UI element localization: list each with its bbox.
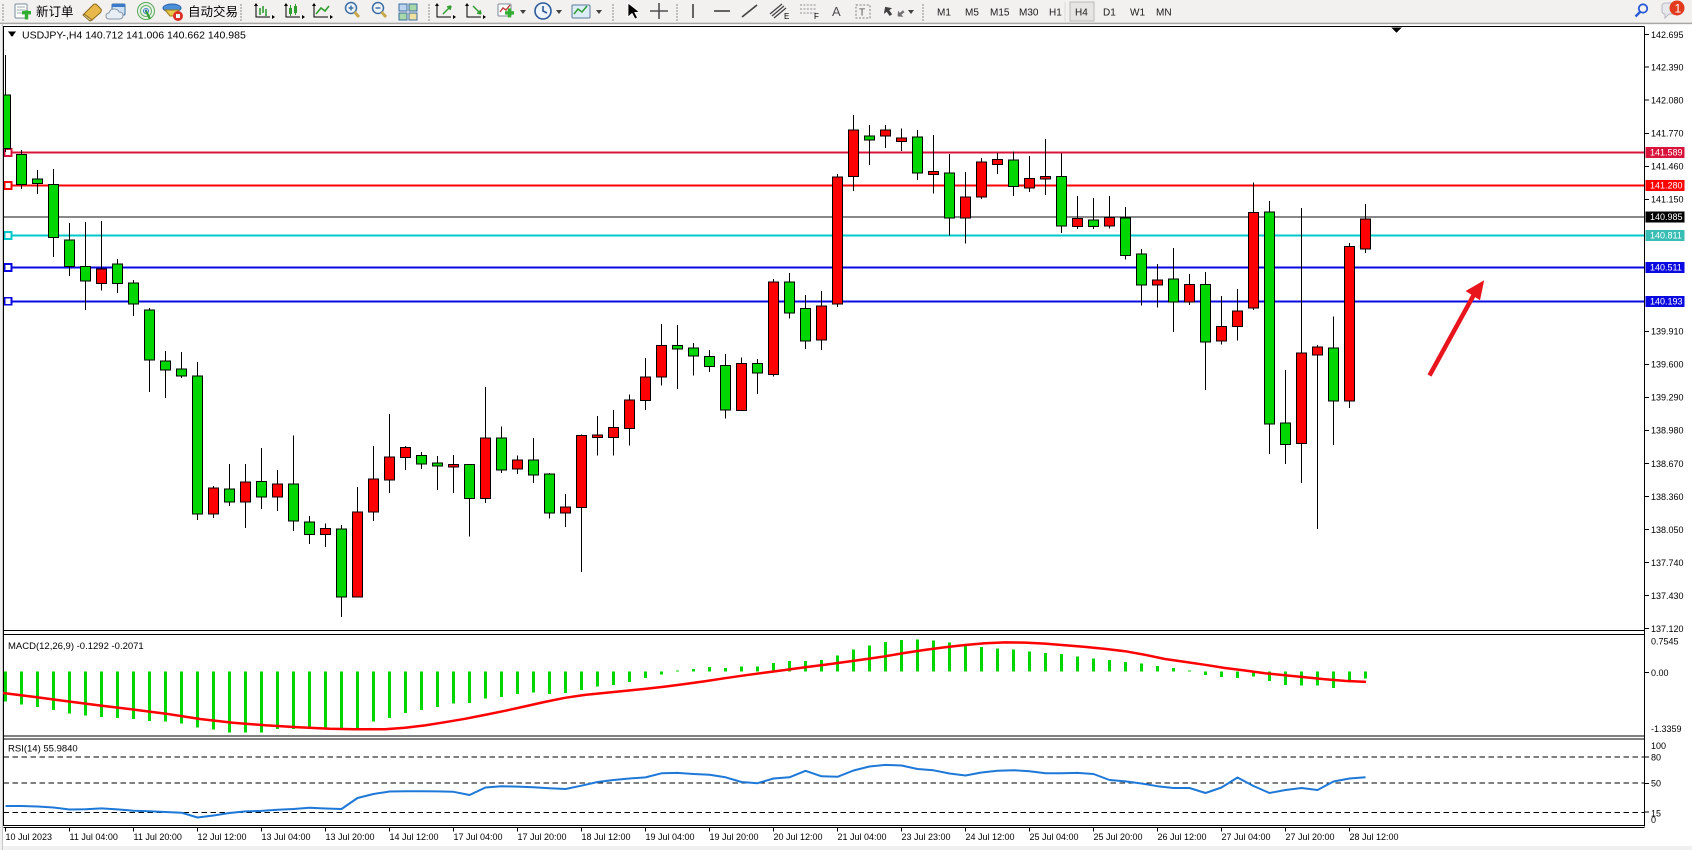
svg-text:17 Jul 04:00: 17 Jul 04:00: [454, 832, 503, 842]
svg-text:25 Jul 04:00: 25 Jul 04:00: [1030, 832, 1079, 842]
svg-text:140.985: 140.985: [1650, 212, 1683, 222]
svg-text:T: T: [859, 8, 865, 19]
svg-text:RSI(14) 55.9840: RSI(14) 55.9840: [8, 744, 78, 755]
svg-text:0.00: 0.00: [1651, 668, 1669, 678]
svg-text:10 Jul 2023: 10 Jul 2023: [6, 832, 53, 842]
svg-text:142.080: 142.080: [1651, 95, 1684, 105]
svg-text:138.050: 138.050: [1651, 525, 1684, 535]
svg-text:137.740: 137.740: [1651, 558, 1684, 568]
svg-text:27 Jul 04:00: 27 Jul 04:00: [1222, 832, 1271, 842]
svg-text:19 Jul 20:00: 19 Jul 20:00: [710, 832, 759, 842]
svg-text:141.770: 141.770: [1651, 129, 1684, 139]
svg-text:142.390: 142.390: [1651, 62, 1684, 72]
svg-text:139.290: 139.290: [1651, 393, 1684, 403]
svg-text:50: 50: [1651, 779, 1661, 789]
svg-text:25 Jul 20:00: 25 Jul 20:00: [1094, 832, 1143, 842]
svg-text:0: 0: [1651, 815, 1656, 825]
svg-text:M1: M1: [937, 8, 951, 19]
svg-text:M5: M5: [965, 8, 979, 19]
svg-text:26 Jul 12:00: 26 Jul 12:00: [1158, 832, 1207, 842]
svg-text:19 Jul 04:00: 19 Jul 04:00: [646, 832, 695, 842]
svg-text:140.193: 140.193: [1650, 297, 1683, 307]
svg-text:H1: H1: [1049, 8, 1062, 19]
svg-text:12 Jul 12:00: 12 Jul 12:00: [198, 832, 247, 842]
svg-text:A: A: [832, 4, 841, 19]
svg-text:自动交易: 自动交易: [188, 4, 238, 19]
svg-text:21 Jul 04:00: 21 Jul 04:00: [838, 832, 887, 842]
svg-text:140.511: 140.511: [1650, 263, 1682, 273]
svg-text:M30: M30: [1019, 8, 1039, 19]
svg-text:13 Jul 20:00: 13 Jul 20:00: [326, 832, 375, 842]
svg-text:1: 1: [1675, 2, 1682, 16]
svg-text:15: 15: [1651, 808, 1661, 818]
svg-text:MACD(12,26,9) -0.1292 -0.2071: MACD(12,26,9) -0.1292 -0.2071: [8, 641, 144, 652]
svg-text:新订单: 新订单: [36, 4, 74, 19]
svg-text:D1: D1: [1103, 8, 1116, 19]
svg-text:W1: W1: [1130, 8, 1145, 19]
svg-text:11 Jul 04:00: 11 Jul 04:00: [70, 832, 118, 842]
svg-text:14 Jul 12:00: 14 Jul 12:00: [390, 832, 439, 842]
svg-text:138.360: 138.360: [1651, 492, 1684, 502]
svg-text:142.695: 142.695: [1651, 30, 1684, 40]
svg-text:24 Jul 12:00: 24 Jul 12:00: [966, 832, 1015, 842]
svg-text:20 Jul 12:00: 20 Jul 12:00: [774, 832, 823, 842]
svg-text:-1.3359: -1.3359: [1651, 724, 1682, 734]
svg-text:0.7545: 0.7545: [1651, 636, 1679, 646]
svg-text:80: 80: [1651, 753, 1661, 763]
svg-text:E: E: [784, 12, 789, 21]
svg-text:27 Jul 20:00: 27 Jul 20:00: [1286, 832, 1335, 842]
svg-text:138.670: 138.670: [1651, 459, 1684, 469]
svg-text:MN: MN: [1156, 8, 1172, 19]
svg-text:18 Jul 12:00: 18 Jul 12:00: [582, 832, 631, 842]
svg-text:141.460: 141.460: [1651, 162, 1684, 172]
svg-text:USDJPY-,H4 140.712 141.006 14: USDJPY-,H4 140.712 141.006 140.662 140.9…: [22, 29, 246, 41]
svg-text:138.980: 138.980: [1651, 426, 1684, 436]
svg-text:17 Jul 20:00: 17 Jul 20:00: [518, 832, 567, 842]
svg-text:141.150: 141.150: [1651, 195, 1684, 205]
svg-text:137.120: 137.120: [1651, 624, 1684, 634]
svg-text:139.910: 139.910: [1651, 327, 1684, 337]
svg-text:137.430: 137.430: [1651, 591, 1684, 601]
svg-text:H4: H4: [1075, 8, 1088, 19]
svg-text:M15: M15: [990, 8, 1010, 19]
svg-text:140.811: 140.811: [1650, 231, 1682, 241]
svg-text:139.600: 139.600: [1651, 360, 1684, 370]
svg-text:23 Jul 23:00: 23 Jul 23:00: [902, 832, 951, 842]
svg-text:13 Jul 04:00: 13 Jul 04:00: [262, 832, 311, 842]
svg-text:11 Jul 20:00: 11 Jul 20:00: [134, 832, 182, 842]
svg-text:F: F: [814, 12, 819, 21]
svg-text:141.589: 141.589: [1650, 148, 1683, 158]
svg-text:100: 100: [1651, 741, 1666, 751]
svg-text:28 Jul 12:00: 28 Jul 12:00: [1350, 832, 1399, 842]
svg-text:141.280: 141.280: [1650, 181, 1683, 191]
